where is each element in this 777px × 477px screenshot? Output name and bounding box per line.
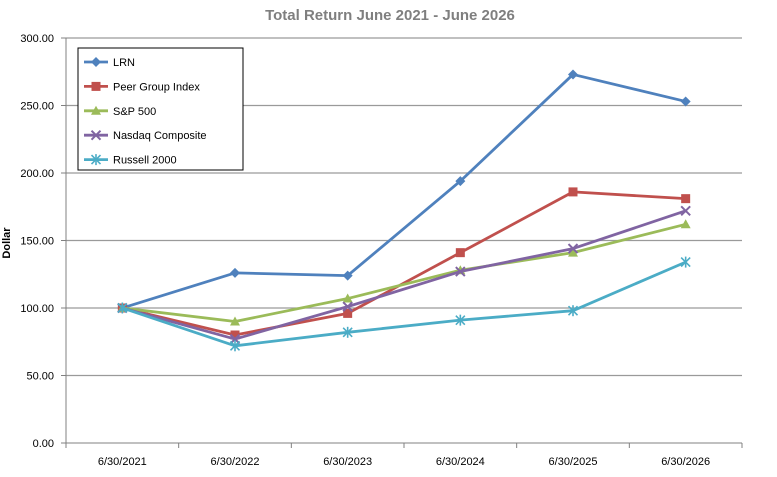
series-2 <box>117 219 691 326</box>
series-line <box>122 190 686 337</box>
series-4 <box>117 256 691 352</box>
series-line <box>121 73 686 310</box>
legend-item: Nasdaq Composite <box>84 129 207 142</box>
data-point <box>567 243 579 254</box>
x-tick-label: 6/30/2024 <box>436 456 485 468</box>
x-tick-label: 6/30/2026 <box>661 456 710 468</box>
data-point <box>117 302 128 314</box>
data-point <box>568 69 578 80</box>
legend-item: Peer Group Index <box>84 81 200 93</box>
series-3 <box>117 205 691 345</box>
data-point <box>680 219 691 229</box>
x-tick-label: 6/30/2022 <box>211 456 260 468</box>
axes: 0.00 50.00 100.00 150.00 200.00 250.00 300.00 6… <box>20 33 743 468</box>
series-line <box>121 260 687 348</box>
series-line <box>122 222 687 323</box>
data-point <box>455 266 466 277</box>
legend-item: Russell 2000 <box>84 154 177 167</box>
legend: LRN Peer Group Index S&P 500 Nasdaq Composi… <box>77 47 244 171</box>
y-tick-label: 300.00 <box>20 33 54 45</box>
legend-marker <box>91 105 101 115</box>
y-axis-label: Dollar <box>1 227 13 259</box>
legend-item: S&P 500 <box>84 105 156 118</box>
data-point <box>230 267 240 278</box>
data-point <box>680 205 691 217</box>
legend-label: S&P 500 <box>113 106 156 118</box>
y-tick-label: 0.00 <box>33 438 54 450</box>
x-tick-label: 6/30/2025 <box>549 456 598 468</box>
data-point <box>455 248 465 258</box>
legend-item: LRN <box>84 57 135 69</box>
legend-label: Russell 2000 <box>113 155 177 167</box>
legend-label: Nasdaq Composite <box>113 130 207 142</box>
data-point <box>680 96 691 107</box>
data-point <box>455 176 466 187</box>
x-tick-label: 6/30/2023 <box>323 456 372 468</box>
data-point <box>680 256 691 268</box>
y-tick-label: 150.00 <box>20 236 54 248</box>
series-line <box>121 209 687 341</box>
y-tick-label: 200.00 <box>20 168 54 180</box>
data-point <box>342 293 353 303</box>
chart-title: Total Return June 2021 - June 2026 <box>265 7 515 24</box>
legend-label: Peer Group Index <box>113 81 200 93</box>
series-layer <box>117 69 691 352</box>
data-point <box>230 330 240 340</box>
legend-marker <box>91 81 101 91</box>
legend-marker <box>91 57 101 67</box>
data-point <box>455 314 466 326</box>
legend-box <box>77 47 244 171</box>
data-point <box>568 247 578 257</box>
legend-label: LRN <box>113 57 135 69</box>
legend-marker <box>90 129 102 141</box>
data-point <box>343 308 353 318</box>
data-point <box>681 194 691 204</box>
y-tick-label: 50.00 <box>26 371 54 383</box>
data-point <box>230 316 240 326</box>
y-tick-label: 250.00 <box>20 101 54 113</box>
data-point <box>229 340 241 352</box>
data-point <box>568 187 578 197</box>
data-point <box>342 270 353 281</box>
y-tick-label: 100.00 <box>20 303 54 315</box>
x-tick-label: 6/30/2021 <box>98 456 147 468</box>
data-point <box>567 305 579 317</box>
data-point <box>342 326 353 338</box>
legend-marker <box>90 154 102 166</box>
data-point <box>342 301 353 312</box>
